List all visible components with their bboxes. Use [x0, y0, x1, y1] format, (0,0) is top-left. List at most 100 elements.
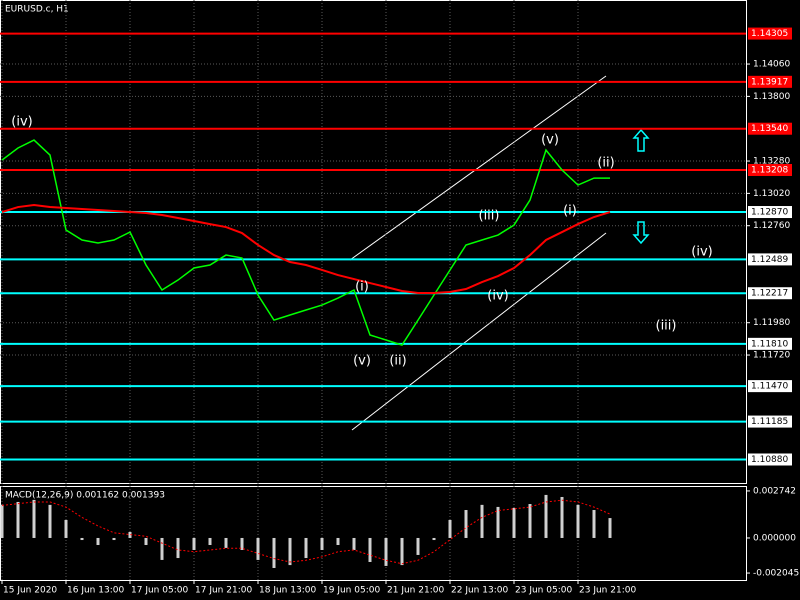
macd-bar [304, 537, 308, 559]
y-tick-label: 1.13280 [753, 157, 790, 167]
macd-bar [224, 537, 228, 548]
wave-label: (i) [563, 204, 577, 219]
level-label-box [748, 27, 792, 40]
y-tick-label: 0.002742 [753, 486, 796, 496]
level-label: 1.11185 [751, 417, 788, 427]
macd-bar [96, 537, 100, 546]
level-label: 1.13917 [751, 77, 788, 87]
level-label: 1.13540 [751, 124, 788, 134]
y-tick-label: 1.13020 [753, 189, 790, 199]
level-label-box [748, 253, 792, 266]
macd-bar [64, 519, 68, 538]
y-tick-label: 1.13800 [753, 92, 790, 102]
macd-bar [0, 504, 4, 538]
level-label-box [748, 122, 792, 135]
y-tick-label: 1.11720 [753, 351, 790, 361]
macd-bar [480, 504, 484, 538]
macd-bar [192, 537, 196, 550]
x-tick-label: 17 Jun 21:00 [195, 586, 252, 596]
macd-bar [544, 494, 548, 538]
macd-bar [384, 537, 388, 566]
wave-label: (iii) [479, 209, 500, 224]
level-label: 1.10880 [751, 455, 788, 465]
level-label: 1.14305 [751, 29, 788, 39]
macd-bar [80, 537, 84, 541]
x-tick-label: 16 Jun 13:00 [67, 586, 124, 596]
level-label-box [748, 380, 792, 393]
x-tick-label: 18 Jun 13:00 [259, 586, 316, 596]
level-label: 1.12870 [751, 208, 788, 218]
macd-bar [240, 537, 244, 550]
level-label-box [748, 206, 792, 219]
macd-bar [112, 537, 116, 541]
macd-bar [592, 510, 596, 538]
macd-bar [576, 504, 580, 538]
level-label-box [748, 163, 792, 176]
x-tick-label: 17 Jun 05:00 [131, 586, 188, 596]
macd-bar [400, 537, 404, 566]
macd-bar [448, 519, 452, 538]
level-label-box [748, 337, 792, 350]
macd-bar [368, 537, 372, 562]
macd-bar [208, 537, 212, 546]
y-tick-label: 1.12760 [753, 221, 790, 231]
y-tick-label: 1.14060 [753, 60, 790, 70]
macd-bar [496, 506, 500, 538]
level-label: 1.13208 [751, 165, 788, 175]
arrow-down [632, 221, 650, 245]
x-tick-label: 22 Jun 13:00 [451, 586, 508, 596]
chart-title: EURUSD.c, H1 [5, 5, 69, 15]
macd-bar [336, 537, 340, 546]
macd-bar [512, 507, 516, 538]
price-line [1, 204, 611, 294]
wave-label: (i) [355, 280, 369, 295]
macd-bar [464, 510, 468, 538]
level-label: 1.11470 [751, 382, 788, 392]
macd-bar [272, 537, 276, 568]
wave-label: (iv) [487, 289, 508, 304]
signal-line [1, 499, 611, 565]
channel-lower [351, 232, 607, 431]
x-tick-label: 23 Jun 21:00 [579, 586, 636, 596]
level-label: 1.12217 [751, 289, 788, 299]
macd-bar [48, 504, 52, 538]
level-label-box [748, 415, 792, 428]
macd-bar [32, 499, 36, 538]
macd-bar [128, 531, 132, 538]
wave-label: (ii) [389, 354, 406, 369]
macd-bar [144, 537, 148, 546]
wave-label: (ii) [597, 156, 614, 171]
x-tick-label: 23 Jun 05:00 [515, 586, 572, 596]
macd-bar [256, 537, 260, 560]
main-frame [0, 0, 747, 484]
y-tick-label: -0.002045 [753, 569, 799, 579]
macd-bar [176, 537, 180, 559]
macd-bar [528, 504, 532, 538]
level-label-box [748, 75, 792, 88]
macd-bar [288, 537, 292, 566]
level-label: 1.12489 [751, 255, 788, 265]
x-tick-label: 15 Jun 2020 [3, 586, 57, 596]
level-label-box [748, 287, 792, 300]
macd-bar [560, 496, 564, 538]
y-tick-label: 0.000000 [753, 533, 796, 543]
macd-bar [416, 537, 420, 555]
channel-upper [349, 75, 607, 261]
wave-label: (v) [541, 133, 559, 148]
y-tick-label: 1.11980 [753, 318, 790, 328]
macd-bar [432, 537, 436, 541]
wave-label: (iv) [691, 245, 712, 260]
macd-bar [352, 537, 356, 550]
price-line [1, 139, 610, 346]
level-label-box [748, 453, 792, 466]
arrow-up [632, 128, 650, 152]
macd-bar [320, 537, 324, 550]
macd-bar [160, 537, 164, 560]
macd-bar [608, 518, 612, 538]
wave-label: (iv) [11, 115, 32, 130]
level-label: 1.11810 [751, 339, 788, 349]
macd-title: MACD(12,26,9) 0.001162 0.001393 [5, 491, 165, 501]
x-tick-label: 21 Jun 21:00 [387, 586, 444, 596]
wave-label: (iii) [656, 319, 677, 334]
